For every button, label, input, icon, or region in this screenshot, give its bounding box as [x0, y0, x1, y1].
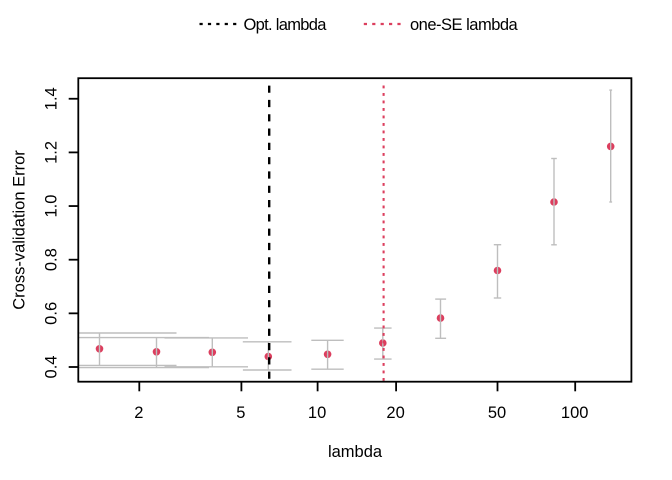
- svg-text:one-SE lambda: one-SE lambda: [410, 16, 519, 34]
- svg-text:0.8: 0.8: [43, 248, 61, 271]
- svg-text:20: 20: [386, 404, 404, 422]
- svg-text:1.2: 1.2: [43, 141, 61, 164]
- svg-text:5: 5: [236, 404, 245, 422]
- svg-text:10: 10: [308, 404, 326, 422]
- svg-text:1.0: 1.0: [43, 195, 61, 218]
- svg-text:50: 50: [488, 404, 506, 422]
- svg-text:0.4: 0.4: [43, 356, 61, 379]
- svg-text:lambda: lambda: [328, 443, 383, 461]
- svg-text:Opt. lambda: Opt. lambda: [244, 16, 328, 34]
- svg-text:1.4: 1.4: [43, 87, 61, 110]
- svg-text:100: 100: [561, 404, 589, 422]
- svg-text:2: 2: [134, 404, 143, 422]
- svg-text:Cross-validation Error: Cross-validation Error: [11, 150, 29, 310]
- svg-text:0.6: 0.6: [43, 302, 61, 325]
